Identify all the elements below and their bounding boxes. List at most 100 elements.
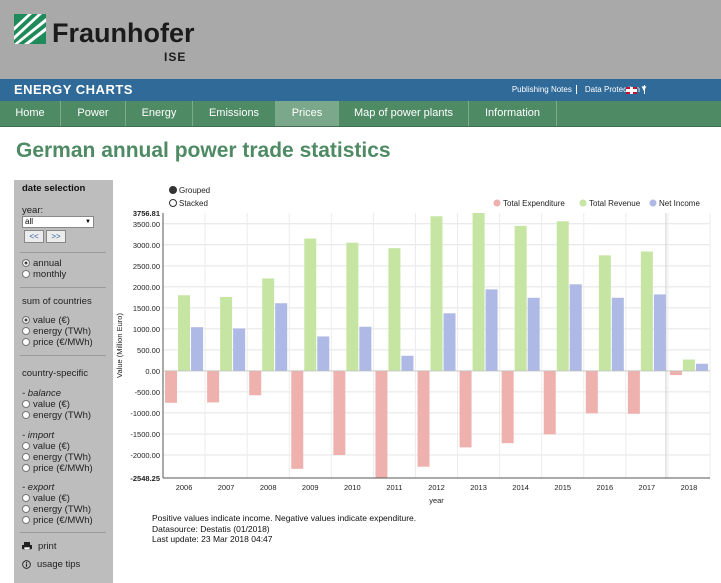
- bar-total-expenditure: [165, 370, 178, 403]
- uk-flag-icon[interactable]: [626, 87, 637, 94]
- bar-total-expenditure: [375, 370, 388, 478]
- bar-total-revenue: [472, 213, 485, 371]
- data-protection-link[interactable]: Data Protection: [584, 85, 640, 94]
- radio-off-icon[interactable]: [22, 453, 30, 462]
- radio-off-icon[interactable]: [22, 442, 30, 451]
- logo-sub: ISE: [164, 50, 187, 64]
- bar-total-expenditure: [585, 370, 598, 414]
- bar-total-expenditure: [291, 370, 304, 469]
- nav-prices[interactable]: Prices: [276, 101, 339, 126]
- bar-total-revenue: [346, 242, 359, 371]
- bar-net-income: [359, 326, 372, 371]
- radio-off-icon[interactable]: [22, 516, 30, 525]
- export-value[interactable]: value (€): [22, 493, 70, 504]
- radio-off-icon[interactable]: [22, 270, 30, 279]
- sum-price[interactable]: price (€/MWh): [22, 337, 93, 348]
- import-value[interactable]: value (€): [22, 441, 70, 452]
- import-energy[interactable]: energy (TWh): [22, 452, 91, 463]
- export-energy[interactable]: energy (TWh): [22, 504, 91, 515]
- y-tick-label: -1000.00: [130, 409, 160, 418]
- import-energy-label: energy (TWh): [33, 452, 92, 463]
- y-axis-title: Value (Million Euro): [115, 313, 124, 378]
- x-tick-label: 2013: [470, 483, 487, 492]
- usage-tips-button[interactable]: usage tips: [22, 559, 80, 570]
- bar-net-income: [653, 294, 666, 371]
- printer-icon: [22, 542, 32, 551]
- bar-net-income: [485, 289, 498, 371]
- radio-off-icon[interactable]: [22, 494, 30, 503]
- bar-total-expenditure: [207, 370, 220, 403]
- period-monthly[interactable]: monthly: [22, 269, 66, 280]
- import-price[interactable]: price (€/MWh): [22, 463, 93, 474]
- radio-off-icon[interactable]: [22, 505, 30, 514]
- note-datasource: Datasource: Destatis (01/2018): [152, 523, 270, 534]
- legend-marker-icon[interactable]: [493, 199, 501, 207]
- mode-label-grouped: Grouped: [179, 186, 210, 195]
- info-icon: [22, 560, 31, 569]
- chart-axes: -2000.00 -1500.00 -1000.00 -500.00 0.00 500.0…: [115, 209, 710, 505]
- language-dropdown-icon[interactable]: ▼: [640, 84, 648, 93]
- period-annual-label: annual: [33, 258, 62, 269]
- chart-mode-toggle: Grouped Stacked: [169, 186, 210, 208]
- mode-radio-stacked-icon[interactable]: [169, 199, 177, 207]
- export-price[interactable]: price (€/MWh): [22, 515, 93, 526]
- nav-energy[interactable]: Energy: [126, 101, 193, 126]
- y-tick-label: 1000.00: [133, 325, 160, 334]
- radio-off-icon[interactable]: [22, 411, 30, 420]
- prev-year-button[interactable]: <<: [24, 230, 44, 243]
- y-tick-label: 3000.00: [133, 241, 160, 250]
- link-divider: [644, 85, 649, 95]
- period-monthly-label: monthly: [33, 269, 67, 280]
- balance-heading: - balance: [22, 388, 62, 399]
- x-tick-label: 2016: [596, 483, 613, 492]
- nav-map-of-power-plants[interactable]: Map of power plants: [339, 101, 469, 126]
- nav-home[interactable]: Home: [0, 101, 61, 126]
- nav-information[interactable]: Information: [469, 101, 557, 126]
- balance-energy[interactable]: energy (TWh): [22, 410, 91, 421]
- sum-heading: sum of countries: [22, 296, 92, 307]
- date-selection-heading: date selection: [22, 183, 86, 194]
- bar-total-expenditure: [417, 370, 430, 467]
- mode-radio-grouped-icon[interactable]: [169, 186, 177, 194]
- x-tick-label: 2011: [386, 483, 402, 492]
- x-tick-label: 2008: [260, 483, 277, 492]
- radio-off-icon[interactable]: [22, 464, 30, 473]
- radio-off-icon[interactable]: [22, 327, 30, 336]
- usage-tips-label: usage tips: [37, 559, 81, 570]
- y-min-label: -2548.25: [130, 474, 160, 483]
- print-button[interactable]: print: [22, 541, 56, 552]
- year-select[interactable]: all ▼: [22, 216, 94, 228]
- bar-net-income: [275, 303, 288, 371]
- sum-value[interactable]: value (€): [22, 315, 70, 326]
- chevron-down-icon: ▼: [85, 219, 91, 225]
- fraunhofer-logo-icon: [14, 14, 46, 44]
- mode-label-stacked: Stacked: [179, 199, 208, 208]
- nav-emissions[interactable]: Emissions: [193, 101, 276, 126]
- bar-total-expenditure: [543, 370, 556, 435]
- next-year-button[interactable]: >>: [46, 230, 66, 243]
- bar-total-revenue: [682, 359, 695, 371]
- sum-energy[interactable]: energy (TWh): [22, 326, 91, 337]
- brand-title[interactable]: ENERGY CHARTS: [14, 82, 133, 97]
- bar-total-expenditure: [459, 370, 472, 448]
- export-price-label: price (€/MWh): [33, 515, 93, 526]
- nav-power[interactable]: Power: [61, 101, 126, 126]
- export-energy-label: energy (TWh): [33, 504, 92, 515]
- bar-total-revenue: [220, 296, 233, 371]
- y-tick-label: 1500.00: [133, 304, 160, 313]
- brand-bar: ENERGY CHARTS Publishing Notes Data Prote…: [0, 79, 721, 101]
- y-tick-label: -500.00: [135, 388, 160, 397]
- legend-marker-icon[interactable]: [579, 199, 587, 207]
- legend-marker-icon[interactable]: [649, 199, 657, 207]
- bar-net-income: [443, 313, 456, 371]
- publishing-notes-link[interactable]: Publishing Notes: [511, 85, 572, 94]
- radio-on-icon[interactable]: [22, 259, 30, 268]
- x-tick-label: 2018: [681, 483, 698, 492]
- period-annual[interactable]: annual: [22, 258, 62, 269]
- balance-energy-label: energy (TWh): [33, 410, 92, 421]
- radio-off-icon[interactable]: [22, 338, 30, 347]
- radio-off-icon[interactable]: [22, 400, 30, 409]
- balance-value[interactable]: value (€): [22, 399, 70, 410]
- radio-on-icon[interactable]: [22, 316, 30, 325]
- chart-notes: Positive values indicate income. Negativ…: [152, 513, 416, 545]
